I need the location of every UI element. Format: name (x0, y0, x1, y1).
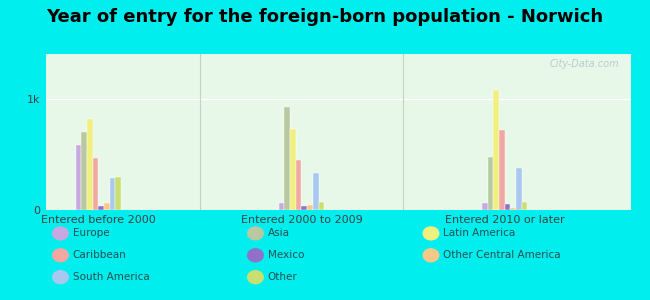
Bar (92, 158, 98, 210)
Bar (302, 206, 307, 210)
Bar (504, 204, 510, 210)
Bar (81, 132, 87, 210)
Bar (116, 177, 121, 210)
Bar (290, 129, 296, 210)
Bar (313, 173, 318, 210)
Bar (75, 146, 81, 210)
Text: Other: Other (268, 272, 298, 282)
Text: Caribbean: Caribbean (73, 250, 127, 260)
Text: City-Data.com: City-Data.com (549, 59, 619, 69)
Text: Latin America: Latin America (443, 228, 515, 239)
Bar (493, 90, 499, 210)
Text: Year of entry for the foreign-born population - Norwich: Year of entry for the foreign-born popul… (46, 8, 604, 26)
Bar (104, 203, 110, 210)
Bar (285, 107, 290, 210)
Bar (318, 202, 324, 210)
Bar (516, 168, 521, 210)
Bar (296, 160, 302, 210)
Bar (307, 205, 313, 210)
Text: Mexico: Mexico (268, 250, 304, 260)
Text: Europe: Europe (73, 228, 109, 239)
Bar (110, 178, 116, 210)
Text: South America: South America (73, 272, 150, 282)
Bar (499, 130, 504, 210)
Bar (510, 208, 516, 210)
Bar (488, 157, 493, 210)
Text: Other Central America: Other Central America (443, 250, 561, 260)
Bar (279, 203, 285, 210)
Bar (98, 206, 104, 210)
Bar (87, 118, 92, 210)
Bar (521, 202, 527, 210)
Text: Asia: Asia (268, 228, 290, 239)
Bar (482, 203, 488, 210)
